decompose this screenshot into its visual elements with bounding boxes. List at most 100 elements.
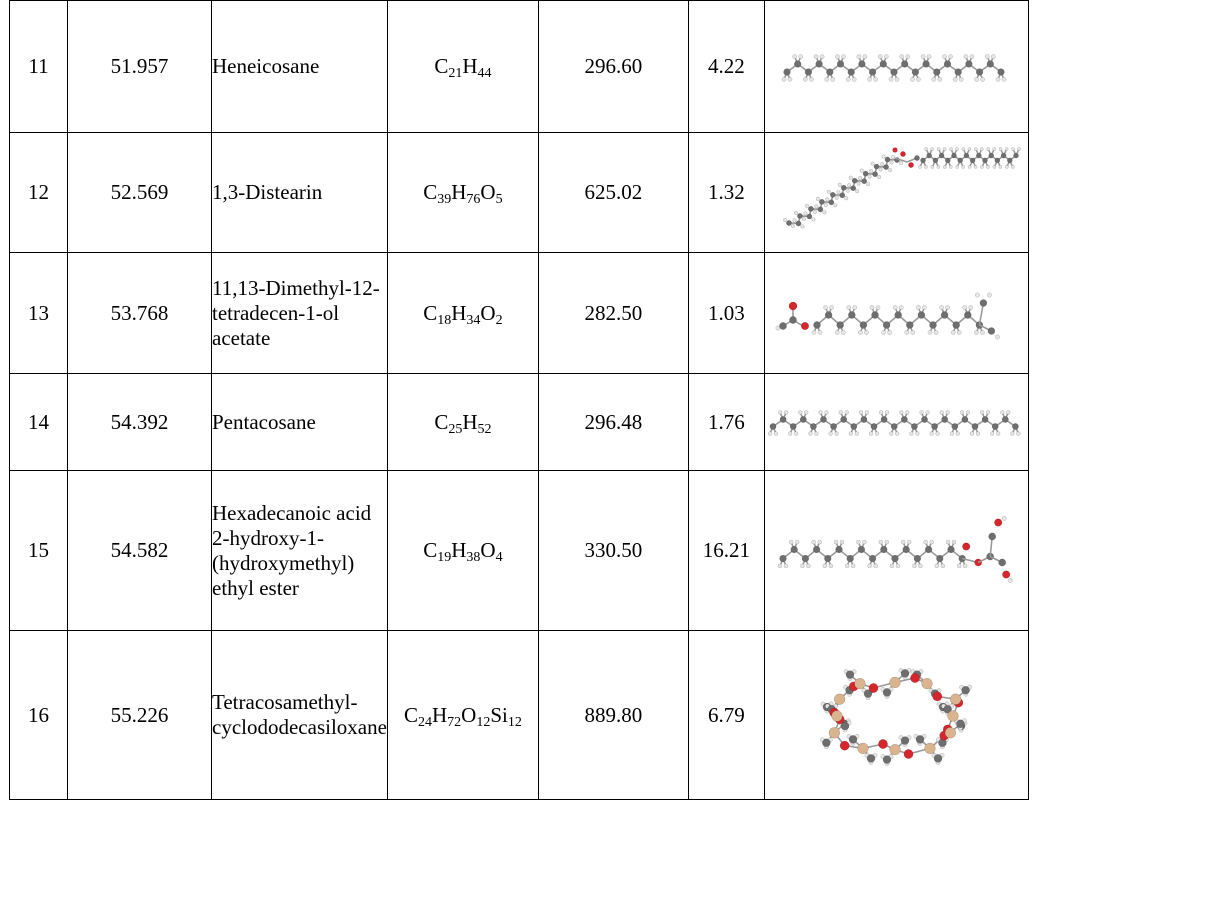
hydrogen-atom <box>998 164 1003 169</box>
hydrogen-atom <box>808 430 813 436</box>
hydrogen-atom <box>967 164 972 169</box>
hydrogen-atom <box>856 181 861 186</box>
hydrogen-atom <box>881 153 886 159</box>
table-row: 15 54.582 Hexadecanoic acid 2-hydroxy-1- (hy… <box>9 470 1029 631</box>
table-body: 11 51.957 Heneicosane C21H44 296.60 4.22 12 52.… <box>9 0 1029 800</box>
hydrogen-atom <box>870 161 875 166</box>
silicon-atom <box>949 693 962 705</box>
oxygen-atom <box>932 691 943 701</box>
carbon-atom <box>815 59 823 68</box>
compound-table: 11 51.957 Heneicosane C21H44 296.60 4.22 12 52.… <box>9 0 1029 800</box>
hydrogen-atom <box>965 409 970 415</box>
carbon-atom <box>971 422 979 430</box>
formula-count: 25 <box>448 421 463 437</box>
hydrogen-atom <box>945 539 951 544</box>
hydrogen-atom <box>837 182 842 187</box>
hydrogen-atom <box>939 409 944 415</box>
hydrogen-atom <box>927 329 933 335</box>
carbon-atom <box>840 721 850 730</box>
carbon-atom <box>933 67 941 76</box>
hydrogen-atom <box>792 217 797 223</box>
hydrogen-atom <box>873 563 878 568</box>
molecular-formula-cell: C25H52 <box>386 373 539 471</box>
carbon-atom <box>938 152 945 158</box>
hydrogen-atom <box>909 76 915 82</box>
molecular-weight-cell: 889.80 <box>537 630 689 800</box>
oxygen-atom <box>974 558 982 566</box>
hydrogen-atom <box>899 53 904 59</box>
carbon-atom <box>957 157 963 163</box>
hydrogen-atom <box>950 329 956 335</box>
hydrogen-atom <box>800 223 805 229</box>
carbon-atom <box>921 415 928 423</box>
hydrogen-atom <box>840 329 846 335</box>
hydrogen-atom <box>844 195 849 200</box>
peak-area-cell: 4.22 <box>687 0 765 133</box>
table-row: 14 54.392 Pentacosane C25H52 296.48 1.76 <box>9 373 1029 471</box>
compound-name-cell: 11,13-Dimethyl-12- tetradecen-1-ol acetate <box>211 252 388 374</box>
compound-name-line: Heneicosane <box>212 54 320 78</box>
hydrogen-atom <box>969 53 975 59</box>
compound-name-line: Tetracosamethyl- <box>212 690 358 714</box>
carbon-atom <box>871 310 879 319</box>
carbon-atom <box>840 184 847 191</box>
formula-count: 21 <box>448 66 463 81</box>
hydrogen-atom <box>801 216 806 221</box>
silicon-atom <box>947 709 959 722</box>
carbon-atom <box>845 669 855 679</box>
hydrogen-atom <box>930 146 934 151</box>
formula-element: H <box>451 538 467 562</box>
hydrogen-atom <box>924 146 928 151</box>
hydrogen-atom <box>924 164 928 169</box>
compound-name-line: (hydroxymethyl) <box>212 550 355 575</box>
formula-count: 38 <box>466 550 481 565</box>
carbon-atom <box>941 415 948 423</box>
hydrogen-atom <box>854 430 859 436</box>
carbon-atom <box>891 554 899 562</box>
hydrogen-atom <box>936 146 941 151</box>
hydrogen-atom <box>867 76 872 82</box>
hydrogen-atom <box>878 539 883 544</box>
hydrogen-atom <box>973 146 978 151</box>
hydrogen-atom <box>794 539 800 544</box>
hydrogen-atom <box>974 292 980 297</box>
silicon-atom <box>857 742 869 754</box>
table-row: 13 53.768 11,13-Dimethyl-12- tetradecen-1-o… <box>9 252 1029 374</box>
hydrogen-atom <box>904 329 910 335</box>
carbon-atom <box>861 177 867 184</box>
hydrogen-atom <box>1004 146 1009 151</box>
carbon-atom <box>917 310 926 319</box>
hydrogen-atom <box>948 53 953 59</box>
carbon-atom <box>926 152 932 158</box>
hydrogen-atom <box>800 563 805 568</box>
formula-count: 12 <box>507 714 522 730</box>
retention-time-cell: 54.392 <box>67 373 212 471</box>
formula-element: O <box>480 538 496 562</box>
carbon-atom <box>847 310 856 319</box>
molecular-weight-cell: 282.50 <box>537 252 689 374</box>
carbon-atom <box>951 422 959 430</box>
carbon-atom <box>866 753 876 763</box>
silicon-atom <box>889 743 901 755</box>
hydrogen-atom <box>951 539 957 544</box>
carbon-atom <box>835 545 843 553</box>
hydrogen-atom <box>879 161 885 166</box>
hydrogen-atom <box>811 539 816 544</box>
carbon-atom <box>905 320 914 329</box>
carbon-atom <box>914 154 920 161</box>
hydrogen-atom <box>787 430 793 436</box>
carbon-atom <box>894 310 902 319</box>
hydrogen-atom <box>945 409 950 415</box>
carbon-atom <box>900 735 910 745</box>
carbon-atom <box>836 320 844 329</box>
carbon-atom <box>922 59 930 68</box>
table-row: 12 52.569 1,3-Distearin C39H76O5 625.02 1.32 <box>9 132 1029 253</box>
carbon-atom <box>1000 152 1007 158</box>
bond <box>894 156 908 163</box>
carbon-atom <box>982 157 988 163</box>
compound-name-line: tetradecen-1-ol <box>212 300 340 325</box>
formula-element: C <box>423 300 438 325</box>
acetate-ester-molecule <box>775 292 1000 339</box>
molecular-weight-cell: 330.50 <box>537 470 689 631</box>
carbon-atom <box>913 554 921 562</box>
